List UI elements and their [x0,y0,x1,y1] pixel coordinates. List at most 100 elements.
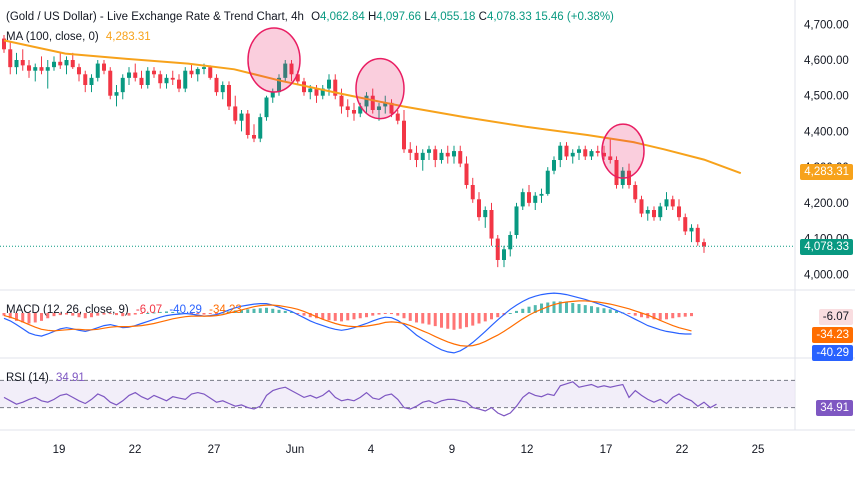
candle-body [414,152,419,160]
macd-hist-bar [52,313,56,317]
macd-hist-bar [140,313,143,314]
candle-body [533,195,538,203]
macd-hist-bar [65,313,68,315]
candle-body [158,74,163,84]
candle-body [633,185,638,200]
candle-body [583,149,588,157]
time-tick-label: 19 [53,444,66,456]
candle-body [527,192,531,203]
candle-body [595,151,600,153]
candle-body [427,149,431,153]
price-tick-label: 4,700.00 [804,19,849,31]
candle-body [464,163,469,185]
candle-body [208,67,213,78]
macd-hist-bar [615,310,618,313]
macd-hist-bar [215,313,218,314]
macd-hist-bar [96,313,100,316]
candle-body [539,193,544,196]
candle-body [377,106,381,110]
macd-hist-bar [665,313,668,320]
macd-hist-bar [390,313,393,315]
candle-body [445,152,450,157]
candle-body [8,49,13,68]
macd-line-badge: -40.29 [812,345,853,361]
macd-hist-bar [490,313,493,320]
candle-body [658,206,663,218]
macd-hist-bar [327,313,331,321]
macd-hist-bar [652,313,656,320]
macd-legend-signal: -34.23 [209,304,242,316]
last-price-badge: 4,078.33 [800,239,853,255]
candle-body [689,227,694,232]
macd-hist-bar [546,302,550,313]
time-tick-label: 12 [521,444,534,456]
macd-hist-bar [577,304,581,313]
candle-body [402,120,406,150]
candle-body [558,145,563,160]
price-tick-label: 4,400.00 [804,126,849,138]
macd-hist-bar [471,313,475,326]
macd-hist-bar [640,313,643,318]
macd-hist-bar [465,313,468,328]
macd-hist-bar [227,311,231,313]
ma-legend-label: MA (100, close, 0) [6,31,99,43]
candle-body [589,151,594,157]
macd-hist-bar [671,313,675,319]
macd-hist-bar [271,308,275,313]
candle-body [45,67,50,71]
candle-body [627,170,631,185]
candle-body [139,77,144,85]
macd-hist-bar [8,313,12,319]
candle-body [120,77,125,93]
candle-body [695,227,700,243]
candle-body [670,199,675,207]
candle-body [320,88,325,96]
candle-body [64,60,69,66]
candle-body [327,79,331,89]
candle-body [170,77,175,80]
macd-hist-bar [40,313,43,321]
candle-body [477,199,481,218]
candle-body [83,74,88,85]
macd-signal-badge: -34.23 [812,327,853,343]
macd-hist-bar [683,313,687,317]
candle-body [702,242,706,247]
macd-hist-bar [446,313,450,329]
candle-body [333,79,338,96]
candle-body [683,217,688,232]
candle-body [264,97,269,118]
candle-body [433,149,438,160]
candle-body [439,152,444,160]
macd-hist-bar [133,313,137,315]
macd-hist-bar [440,313,443,328]
macd-hist-bar [521,308,525,313]
macd-hist-bar [71,313,75,316]
candle-body [483,210,488,218]
macd-hist-bar [408,313,412,321]
macd-hist-bar [608,309,612,313]
candle-body [314,88,319,96]
candle-body [489,210,494,239]
time-tick-label: 22 [676,444,689,456]
macd-hist-bar [346,313,350,321]
macd-hist-bar [115,313,118,316]
macd-hist-bar [458,313,462,329]
candle-body [408,149,413,153]
candle-body [664,199,669,207]
ma-price-badge: 4,283.31 [800,164,853,180]
candle-body [470,185,475,200]
rsi-legend: RSI (14) 34.91 [6,372,85,384]
candle-body [458,151,463,164]
candle-body [570,152,575,157]
candle-body [164,77,169,84]
low-value: 4,055.18 [430,11,476,23]
macd-hist-bar [396,313,400,316]
macd-hist-bar [483,313,487,322]
macd-legend: MACD (12, 26, close, 9) -6.07 -40.29 -34… [6,304,242,316]
macd-hist-bar [127,313,131,316]
low-label: L [424,11,431,23]
ma100-line [3,39,742,175]
candle-body [183,70,188,89]
price-tick-label: 4,500.00 [804,91,849,103]
